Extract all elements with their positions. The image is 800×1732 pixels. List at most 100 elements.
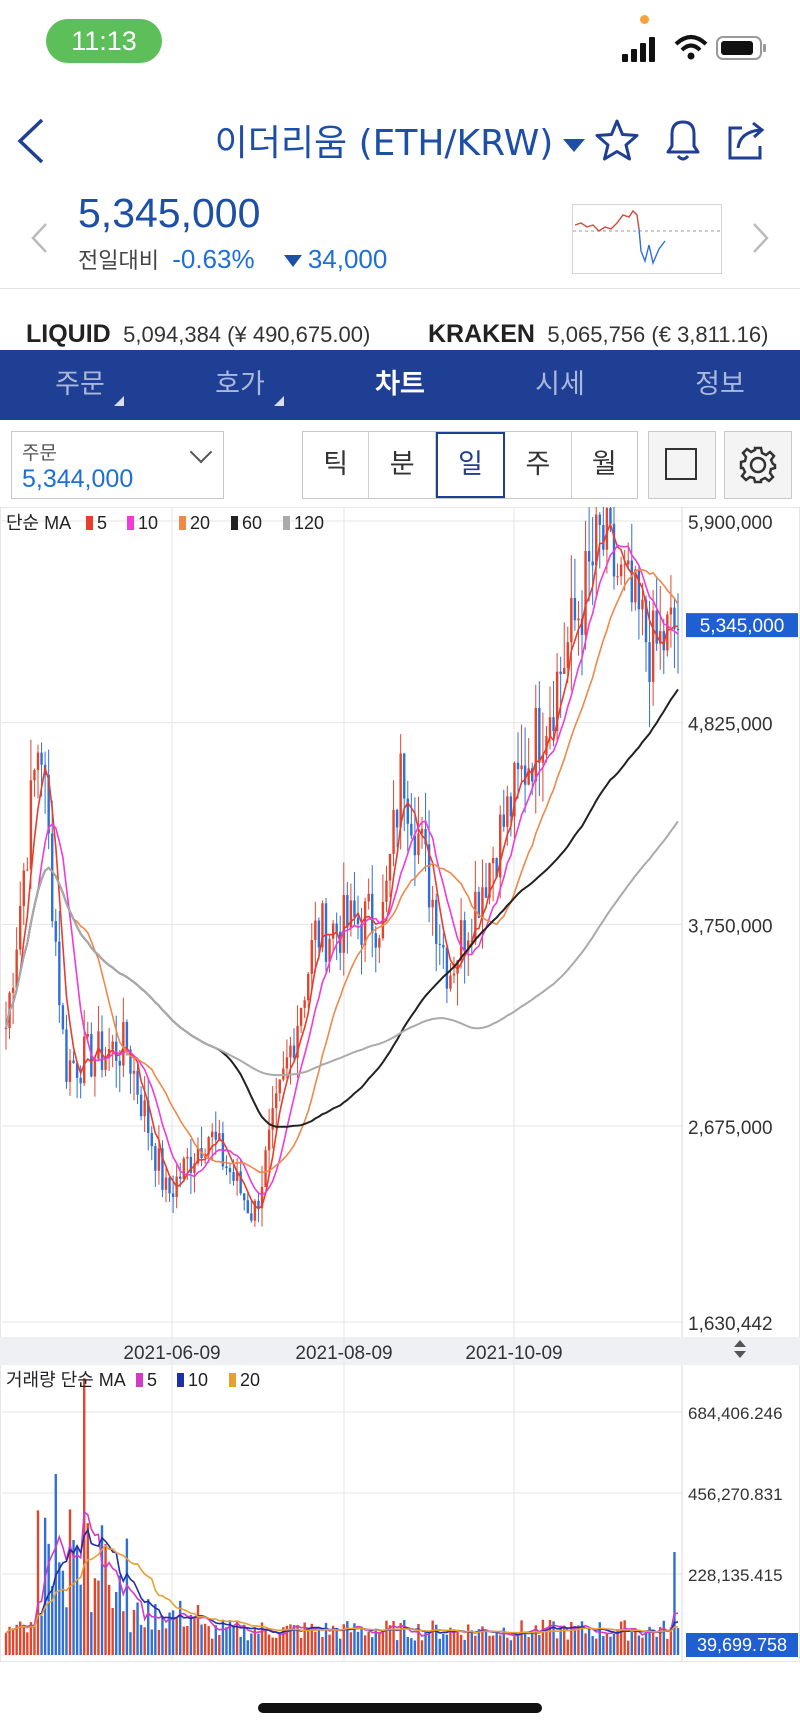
volume-bar (360, 1627, 363, 1655)
candle-body (449, 975, 452, 989)
candle-body (385, 880, 388, 902)
candle-body (552, 717, 555, 732)
change-amount: 34,000 (307, 244, 388, 274)
volume-bar (115, 1592, 118, 1655)
volume-bar (395, 1640, 399, 1655)
interval-selector: 틱 분 일 주 월 (302, 431, 638, 499)
volume-bar (463, 1639, 466, 1655)
candle-body (438, 943, 441, 945)
legend-swatch (231, 516, 238, 530)
current-volume-label: 39,699.758 (697, 1635, 787, 1655)
candle-body (275, 1093, 278, 1109)
candle-body (310, 940, 313, 974)
status-time: 11:13 (46, 19, 162, 63)
order-box-label: 주문 (22, 442, 57, 464)
volume-bar (506, 1637, 509, 1655)
volume-bar (598, 1622, 601, 1655)
volume-bar (257, 1633, 260, 1655)
candle-body (637, 569, 641, 610)
star-icon[interactable] (594, 118, 640, 162)
candle-body (253, 1200, 257, 1221)
volume-bar (595, 1638, 598, 1655)
volume-bar (90, 1612, 93, 1655)
bell-icon[interactable] (660, 116, 706, 164)
volume-bar (442, 1634, 445, 1655)
volume-bar (93, 1578, 97, 1655)
volume-bar (548, 1619, 552, 1655)
tab-info[interactable]: 정보 (695, 369, 745, 400)
volume-bar (271, 1637, 274, 1655)
volume-bar (552, 1621, 555, 1655)
current-price-label: 5,345,000 (700, 616, 785, 637)
price-chart[interactable]: 5,900,000 4,825,000 3,750,000 2,675,000 1,63… (0, 507, 800, 1662)
candle-body (516, 762, 520, 770)
candle-body (314, 920, 317, 941)
legend-title: 단순 MA (6, 513, 71, 533)
volume-bar (68, 1509, 72, 1655)
volume-bar (303, 1622, 306, 1655)
volume-bar (186, 1625, 189, 1655)
prev-coin-icon[interactable] (28, 220, 50, 256)
candle-body (506, 796, 509, 827)
candle-body (264, 1150, 267, 1187)
candle-body (342, 895, 345, 953)
volume-bar (602, 1636, 605, 1655)
volume-bar (164, 1628, 168, 1655)
next-coin-icon[interactable] (750, 220, 772, 256)
volume-bar (399, 1623, 402, 1655)
volume-tick-label: 684,406.246 (688, 1404, 783, 1423)
candle-body (356, 917, 360, 925)
candle-body (367, 893, 370, 902)
candle-body (225, 1166, 228, 1169)
candle-body (72, 1060, 75, 1064)
tab-market[interactable]: 시세 (535, 369, 585, 400)
exchange-value: 5,065,756 (€ 3,811.16) (547, 322, 769, 347)
candle-body (136, 1070, 139, 1095)
volume-bar (107, 1584, 111, 1655)
volume-bar (339, 1638, 342, 1655)
volume-bar (520, 1620, 523, 1655)
volume-bar (168, 1612, 171, 1655)
chevron-down-icon (563, 138, 586, 152)
tab-order[interactable]: 주문 (0, 350, 160, 420)
candle-body (467, 940, 470, 952)
interval-day[interactable]: 일 (435, 432, 506, 498)
volume-bar (104, 1543, 107, 1655)
volume-bar (349, 1632, 353, 1655)
back-icon[interactable] (14, 116, 48, 166)
volume-bar (296, 1626, 299, 1655)
candle-body (360, 924, 363, 945)
candle-body (570, 597, 573, 643)
volume-bar (47, 1543, 50, 1655)
share-icon[interactable] (724, 118, 770, 164)
volume-bar (239, 1636, 242, 1655)
candle-body (623, 564, 626, 566)
candle-body (435, 899, 438, 944)
candle-body (655, 610, 658, 644)
order-price-select[interactable]: 주문 5,344,000 (11, 431, 224, 499)
candle-body (509, 796, 513, 817)
candle-body (161, 1148, 164, 1190)
tab-chart[interactable]: 차트 (375, 369, 425, 400)
coin-selector[interactable]: 이더리움 (ETH/KRW) (0, 114, 800, 166)
volume-bar (385, 1620, 388, 1655)
volume-bar (61, 1570, 65, 1655)
home-indicator (258, 1703, 542, 1713)
volume-bar (147, 1599, 150, 1655)
interval-tick[interactable]: 틱 (303, 432, 370, 498)
x-tick-label: 2021-10-09 (465, 1343, 562, 1364)
interval-month[interactable]: 월 (591, 449, 617, 480)
interval-week[interactable]: 주 (505, 432, 572, 498)
interval-minute[interactable]: 분 (369, 432, 436, 498)
candle-body (122, 1021, 125, 1066)
candle-body (349, 900, 353, 928)
fullscreen-button[interactable] (648, 431, 716, 499)
settings-button[interactable] (724, 431, 792, 499)
candle-body (481, 887, 484, 918)
volume-bar (470, 1630, 473, 1655)
legend-label: 5 (147, 1370, 157, 1390)
volume-bar (474, 1635, 477, 1655)
tab-orderbook[interactable]: 호가 (160, 350, 320, 420)
volume-bar (51, 1586, 54, 1655)
ma-line-120 (5, 820, 679, 1077)
